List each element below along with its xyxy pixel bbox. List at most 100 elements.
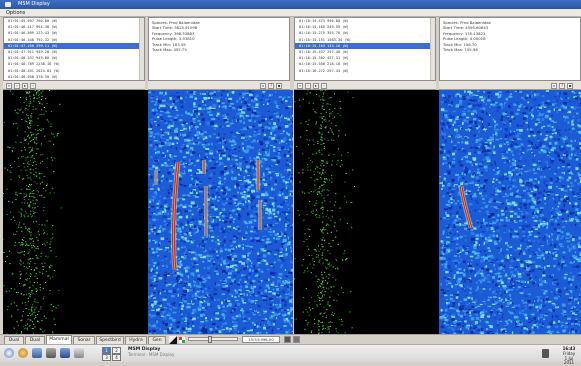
lofar-dot (50, 126, 51, 127)
spectrum-pixel (263, 254, 266, 257)
menu-options[interactable]: Options (6, 10, 25, 16)
detections-list-left[interactable]: 01:01:45.697 700.00 (W)01:01:46.417 994.… (3, 17, 145, 81)
spectrum-pixel (178, 188, 179, 190)
spectrum-pixel (254, 98, 257, 100)
spectrum-pixel (292, 151, 293, 153)
lofar-dot (29, 120, 30, 121)
play-icon[interactable]: ▸ (22, 83, 28, 89)
spectrum-pixel (443, 292, 447, 294)
lofar-dot (324, 272, 325, 273)
spectrum-pixel (459, 117, 463, 118)
spectrum-pixel (268, 100, 271, 102)
lofar-display-right[interactable] (294, 90, 439, 334)
list-scrollbar[interactable] (139, 18, 144, 80)
lofar-dot (25, 245, 26, 246)
lofar-dot (19, 242, 20, 243)
spectrum-pixel (505, 92, 506, 94)
prev-icon[interactable]: ‹ (321, 83, 327, 89)
spectrum-pixel (502, 317, 503, 319)
lofar-dot (14, 328, 15, 329)
lofar-dot (17, 128, 18, 129)
spectrum-pixel (192, 322, 194, 325)
spectrum-pixel (181, 277, 183, 278)
spectrum-pixel (183, 239, 184, 241)
mark-icon[interactable]: ? (559, 83, 565, 89)
spectrum-pixel (281, 174, 283, 176)
spectrum-pixel (283, 138, 286, 141)
lofar-dot (33, 241, 34, 242)
spectrum-pixel (187, 274, 189, 276)
spectrum-pixel (181, 213, 182, 214)
spectrum-pixel (154, 140, 158, 142)
lofar-dot (321, 283, 322, 284)
spectrum-pixel (510, 289, 514, 291)
next-icon[interactable]: › (14, 83, 20, 89)
spectrum-pixel (265, 178, 267, 179)
mark-icon[interactable]: ? (268, 83, 274, 89)
spectrum-pixel (224, 173, 226, 175)
spectrum-pixel (243, 150, 246, 151)
spectrum-pixel (222, 215, 225, 218)
page-icon[interactable]: ▫ (551, 83, 557, 89)
spectrum-pixel (164, 274, 167, 277)
first-icon[interactable]: « (6, 83, 12, 89)
spectrum-pixel (566, 240, 570, 242)
spectrum-pixel (496, 309, 500, 310)
spectrum-pixel (156, 281, 159, 282)
lofar-dot (302, 169, 303, 170)
zoom-icon[interactable]: ▪ (567, 83, 573, 89)
spectrum-pixel (548, 167, 550, 168)
list-scrollbar[interactable] (430, 18, 435, 80)
spectrum-pixel (162, 152, 164, 154)
spectrum-pixel (236, 100, 238, 103)
lofar-dot (318, 251, 319, 252)
lofar-dot (19, 177, 20, 178)
list-item[interactable]: 01:01:48.658 378.39 (W) (4, 74, 144, 80)
spectrum-pixel (227, 91, 229, 92)
spectrum-pixel (153, 324, 157, 326)
spectrum-pixel (193, 118, 195, 119)
spectrum-pixel (225, 98, 227, 99)
spectrum-pixel (250, 307, 252, 309)
spectrum-pixel (152, 306, 154, 308)
spectrum-pixel (181, 322, 183, 324)
first-icon[interactable]: « (297, 83, 303, 89)
next-icon[interactable]: › (305, 83, 311, 89)
spectrum-pixel (484, 250, 485, 252)
list-item[interactable]: 01:16:16.272 257.43 (W) (295, 68, 435, 74)
spectrogram-right[interactable] (439, 90, 581, 334)
zoom-icon[interactable]: ▪ (276, 83, 282, 89)
spectrum-pixel (562, 110, 564, 112)
spectrum-pixel (517, 109, 520, 111)
detections-list-right[interactable]: 01:16:14.473 956.80 (W)01:16:15.165 249.… (294, 17, 436, 81)
spectrum-pixel (150, 277, 153, 279)
lofar-dot (34, 197, 35, 198)
spectrum-pixel (253, 118, 255, 119)
spectrum-pixel (528, 305, 532, 306)
spectrum-pixel (261, 271, 263, 273)
spectrum-pixel (464, 316, 466, 317)
lofar-dot (316, 210, 317, 211)
play-icon[interactable]: ▸ (313, 83, 319, 89)
spectrum-pixel (288, 237, 289, 240)
lofar-dot (25, 170, 26, 171)
lofar-dot (343, 292, 344, 293)
spectrum-pixel (248, 139, 250, 140)
prev-icon[interactable]: ‹ (30, 83, 36, 89)
spectrum-pixel (494, 145, 495, 148)
spectrogram-left[interactable] (148, 90, 293, 334)
spectrum-pixel (290, 190, 293, 192)
lofar-dot (332, 216, 333, 217)
lofar-dot (39, 234, 40, 235)
spectrum-pixel (183, 290, 187, 293)
spectrum-pixel (223, 306, 225, 308)
spectrum-pixel (161, 260, 164, 261)
lofar-display-left[interactable] (3, 90, 148, 334)
spectrum-pixel (269, 149, 270, 150)
spectrum-pixel (275, 218, 279, 220)
spectrum-pixel (474, 100, 477, 102)
lofar-dot (341, 155, 342, 156)
spectrum-pixel (290, 177, 293, 179)
spectrum-pixel (261, 116, 265, 117)
page-icon[interactable]: ▫ (260, 83, 266, 89)
